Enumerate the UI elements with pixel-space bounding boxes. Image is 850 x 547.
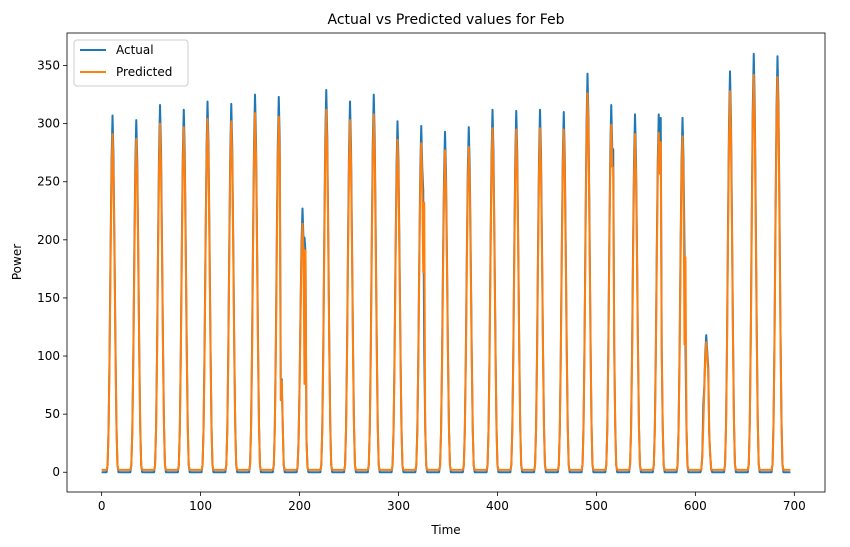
x-tick-label: 0 — [98, 499, 106, 513]
legend-label-predicted: Predicted — [116, 65, 172, 79]
x-axis-label: Time — [430, 523, 460, 537]
x-tick-label: 200 — [288, 499, 311, 513]
y-tick-label: 50 — [45, 407, 60, 421]
x-tick-label: 400 — [486, 499, 509, 513]
x-tick-label: 600 — [684, 499, 707, 513]
y-tick-label: 300 — [37, 117, 60, 131]
x-tick-label: 300 — [387, 499, 410, 513]
y-tick-label: 150 — [37, 291, 60, 305]
x-axis-ticks: 0 100 200 300 400 500 600 700 — [98, 492, 806, 513]
chart-title: Actual vs Predicted values for Feb — [328, 12, 565, 28]
plot-frame — [66, 32, 826, 493]
y-axis-ticks: 0 50 100 150 200 250 300 350 — [37, 59, 67, 479]
y-tick-label: 0 — [52, 465, 60, 479]
y-tick-label: 200 — [37, 233, 60, 247]
x-tick-label: 500 — [585, 499, 608, 513]
x-tick-label: 100 — [189, 499, 212, 513]
series-line-predicted — [101, 73, 791, 471]
plot-lines — [101, 52, 791, 474]
legend-label-actual: Actual — [116, 43, 154, 57]
y-tick-label: 350 — [37, 59, 60, 73]
y-tick-label: 100 — [37, 349, 60, 363]
y-tick-label: 250 — [37, 175, 60, 189]
y-axis-label: Power — [10, 244, 24, 280]
legend-box — [73, 39, 189, 87]
legend: Actual Predicted — [73, 39, 189, 87]
x-tick-label: 700 — [783, 499, 806, 513]
